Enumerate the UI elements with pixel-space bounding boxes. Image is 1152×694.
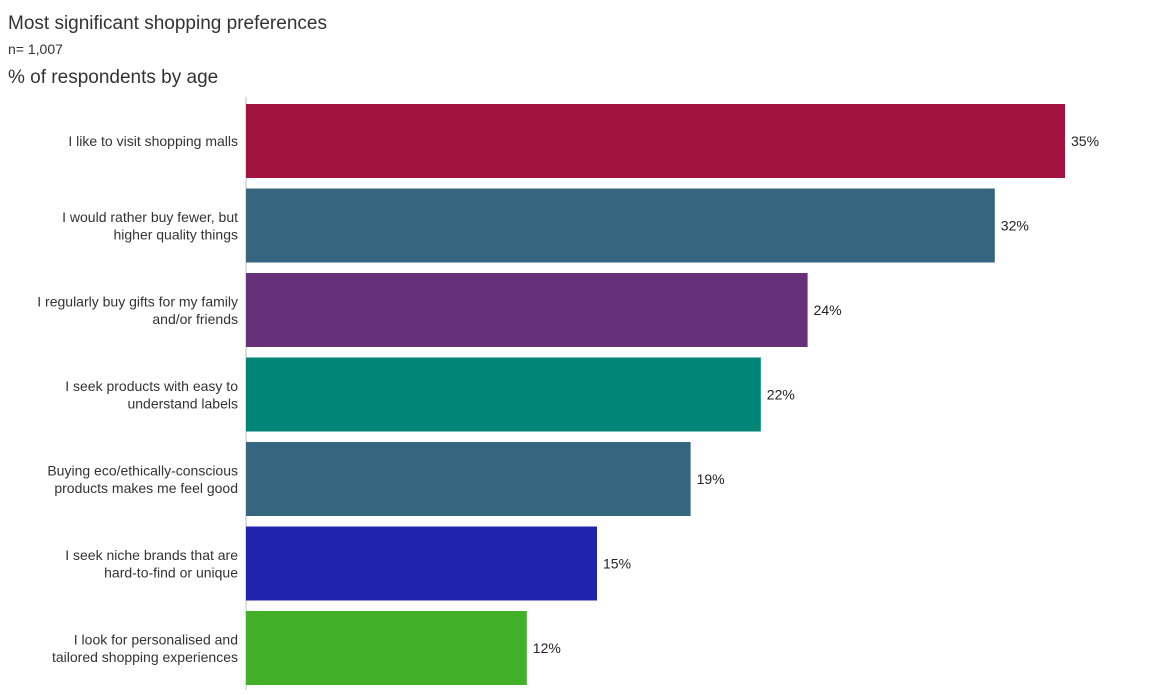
bar (246, 526, 597, 601)
category-label: I regularly buy gifts for my family (37, 293, 238, 309)
category-label: I would rather buy fewer, but (62, 209, 238, 225)
value-label: 32% (1001, 218, 1029, 234)
bar (246, 104, 1065, 178)
category-label: and/or friends (152, 311, 238, 327)
measure-label: % of respondents by age (8, 67, 219, 88)
category-label: tailored shopping experiences (52, 649, 238, 665)
bar (246, 188, 995, 263)
bar (246, 273, 808, 347)
category-label: understand labels (127, 395, 238, 411)
value-label: 12% (533, 640, 561, 656)
bar (246, 357, 761, 432)
bar (246, 611, 527, 685)
category-label: hard-to-find or unique (104, 564, 238, 580)
category-label: higher quality things (113, 226, 238, 242)
category-label: I like to visit shopping malls (68, 133, 238, 149)
category-label: I seek niche brands that are (65, 547, 238, 563)
value-label: 35% (1071, 133, 1099, 149)
value-label: 22% (767, 387, 795, 403)
value-label: 19% (697, 471, 725, 487)
category-label: I look for personalised and (74, 631, 238, 647)
chart-title: Most significant shopping preferences (8, 13, 327, 34)
value-label: 24% (814, 302, 842, 318)
category-label: products makes me feel good (54, 480, 238, 496)
chart-subtitle: n= 1,007 (8, 41, 63, 57)
bar (246, 442, 691, 516)
category-label: I seek products with easy to (65, 378, 238, 394)
category-label: Buying eco/ethically-conscious (47, 462, 238, 478)
value-label: 15% (603, 556, 631, 572)
